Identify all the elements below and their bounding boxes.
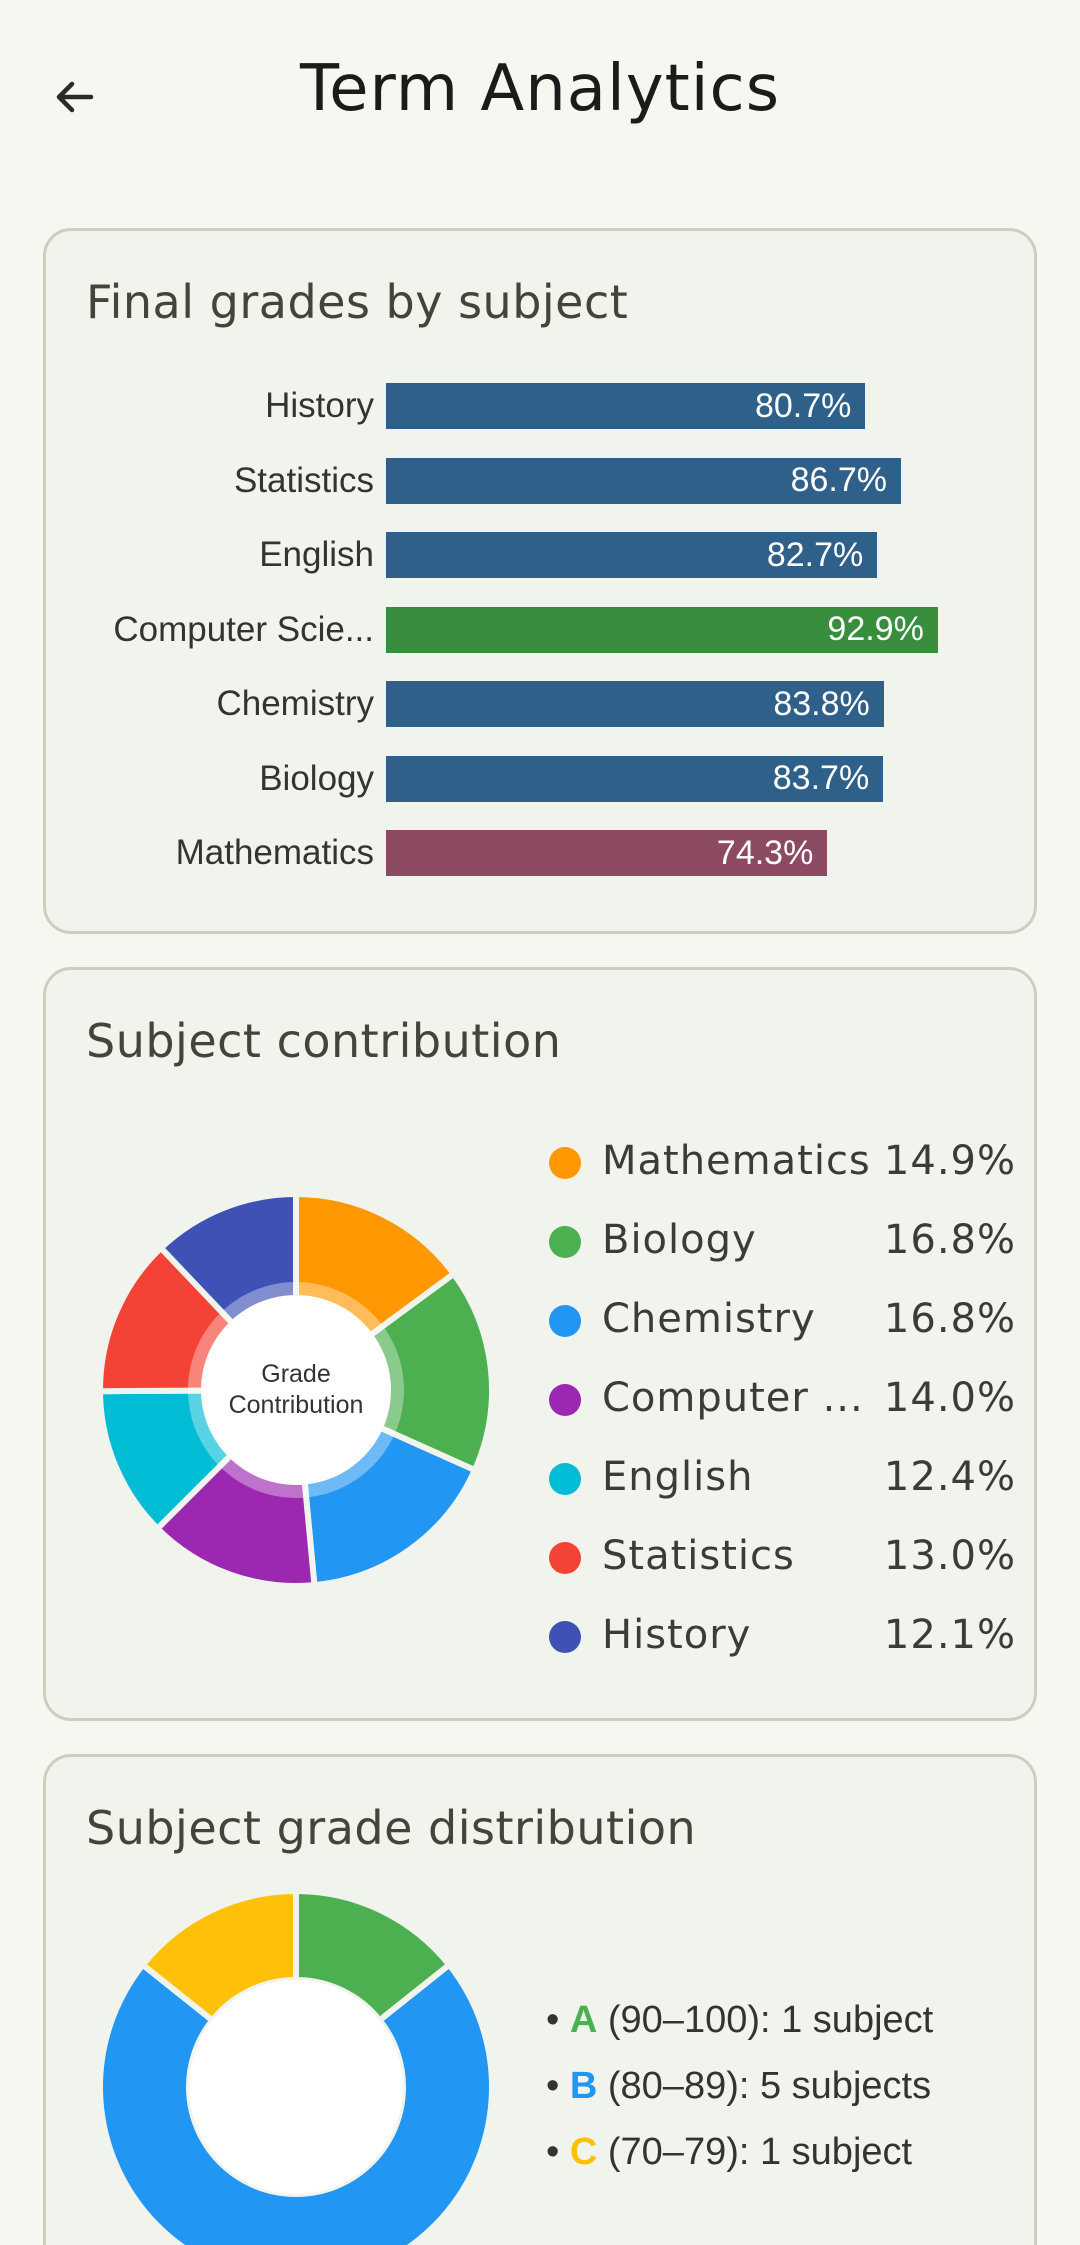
legend-color-dot <box>549 1463 581 1495</box>
bar-row: Mathematics 74.3% <box>46 830 1034 876</box>
bar-value-label: 83.8% <box>773 684 870 723</box>
legend-value: 14.0% <box>883 1375 1016 1421</box>
legend-value: 12.4% <box>883 1454 1016 1500</box>
bar[interactable]: 83.7% <box>386 755 884 802</box>
bar-row: Biology 83.7% <box>46 755 1034 802</box>
legend-color-dot <box>549 1621 581 1653</box>
legend-item: Chemistry 16.8% <box>546 1290 1016 1350</box>
legend-value: 13.0% <box>883 1533 1016 1579</box>
legend-item: English 12.4% <box>546 1448 1016 1508</box>
legend-label: Chemistry <box>602 1296 816 1342</box>
legend-item: Biology 16.8% <box>546 1211 1016 1271</box>
distribution-item: • B (80–89): 5 subjects <box>546 2065 931 2121</box>
grade-letter: C <box>569 2131 598 2173</box>
bar-value-label: 83.7% <box>772 759 870 797</box>
bar-value-label: 86.7% <box>790 461 887 499</box>
bar[interactable]: 86.7% <box>386 457 901 504</box>
bar[interactable]: 80.7% <box>386 383 866 429</box>
distribution-item: • C (70–79): 1 subject <box>546 2131 912 2187</box>
grade-letter: B <box>569 2065 598 2107</box>
bar[interactable]: 83.8% <box>386 681 884 727</box>
bar-category-label: Biology <box>259 758 374 798</box>
bar-category-label: Mathematics <box>175 833 374 872</box>
grade-letter: A <box>569 1999 598 2041</box>
legend-value: 16.8% <box>883 1296 1016 1342</box>
bar-category-label: English <box>259 535 374 574</box>
legend-color-dot <box>549 1147 581 1179</box>
legend-item: Computer ... 14.0% <box>546 1369 1016 1429</box>
legend-item: Statistics 13.0% <box>546 1527 1016 1587</box>
grade-range-text: (80–89): 5 subjects <box>597 2065 932 2107</box>
distribution-card: Subject grade distribution • A (90–100):… <box>43 1754 1037 2245</box>
legend-value: 16.8% <box>883 1217 1016 1263</box>
bar-value-label: 80.7% <box>754 386 852 425</box>
legend-color-dot <box>549 1305 581 1337</box>
legend-label: History <box>602 1612 752 1658</box>
legend-label: Statistics <box>602 1533 795 1579</box>
bar-row: Computer Scie... 92.9% <box>46 606 1034 653</box>
grade-range-text: (90–100): 1 subject <box>597 1999 934 2041</box>
legend-color-dot <box>549 1542 581 1574</box>
grades-card-title: Final grades by subject <box>86 275 629 329</box>
bar[interactable]: 82.7% <box>386 532 878 578</box>
bar-row: English 82.7% <box>46 532 1034 578</box>
bar[interactable]: 74.3% <box>386 830 828 876</box>
contribution-card: Subject contribution Grade Contribution … <box>43 967 1037 1721</box>
legend-label: Biology <box>602 1217 757 1263</box>
legend-color-dot <box>549 1384 581 1416</box>
legend-value: 12.1% <box>883 1612 1016 1658</box>
bar-category-label: Statistics <box>233 460 374 500</box>
legend-label: English <box>602 1454 754 1500</box>
bar-category-label: Chemistry <box>216 684 374 723</box>
bar-row: Chemistry 83.8% <box>46 681 1034 727</box>
bar-row: Statistics 86.7% <box>46 457 1034 504</box>
grade-range-text: (70–79): 1 subject <box>597 2131 913 2173</box>
page-title: Term Analytics <box>299 52 781 126</box>
bar-category-label: Computer Scie... <box>113 609 374 649</box>
bar-value-label: 74.3% <box>716 833 814 872</box>
donut-center-label-line2: Contribution <box>229 1391 364 1419</box>
back-button[interactable] <box>40 62 110 132</box>
distribution-donut-chart <box>97 1887 495 2245</box>
bar-category-label: History <box>265 386 374 425</box>
legend-label: Computer ... <box>602 1375 864 1421</box>
legend-color-dot <box>549 1226 581 1258</box>
bar[interactable]: 92.9% <box>386 606 938 653</box>
arrow-left-icon <box>56 81 94 113</box>
app-bar: Term Analytics <box>0 0 1080 190</box>
contribution-card-title: Subject contribution <box>86 1014 562 1068</box>
distribution-item: • A (90–100): 1 subject <box>546 1999 933 2055</box>
bar-row: History 80.7% <box>46 383 1034 429</box>
bullet: • <box>546 2131 570 2173</box>
bar-value-label: 92.9% <box>827 610 924 648</box>
bullet: • <box>546 2065 570 2107</box>
legend-label: Mathematics <box>602 1138 871 1184</box>
legend-item: History 12.1% <box>546 1606 1016 1666</box>
donut-center-label-line1: Grade <box>261 1360 330 1388</box>
bullet: • <box>546 1999 570 2041</box>
bar-value-label: 82.7% <box>766 535 864 574</box>
contribution-donut-chart: Grade Contribution <box>96 1190 495 1589</box>
legend-item: Mathematics 14.9% <box>546 1132 1016 1192</box>
legend-value: 14.9% <box>883 1138 1016 1184</box>
distribution-card-title: Subject grade distribution <box>86 1801 697 1855</box>
donut-slice[interactable] <box>97 1960 495 2245</box>
grades-card: Final grades by subject History 80.7% Stat… <box>43 228 1037 934</box>
